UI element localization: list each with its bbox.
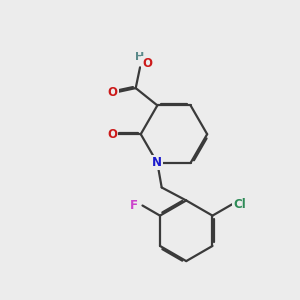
Text: O: O — [107, 128, 117, 141]
Text: O: O — [142, 57, 152, 70]
Text: F: F — [130, 199, 138, 212]
Text: H: H — [135, 52, 144, 62]
Text: N: N — [152, 156, 162, 170]
Text: Cl: Cl — [233, 198, 246, 211]
Text: O: O — [108, 86, 118, 99]
